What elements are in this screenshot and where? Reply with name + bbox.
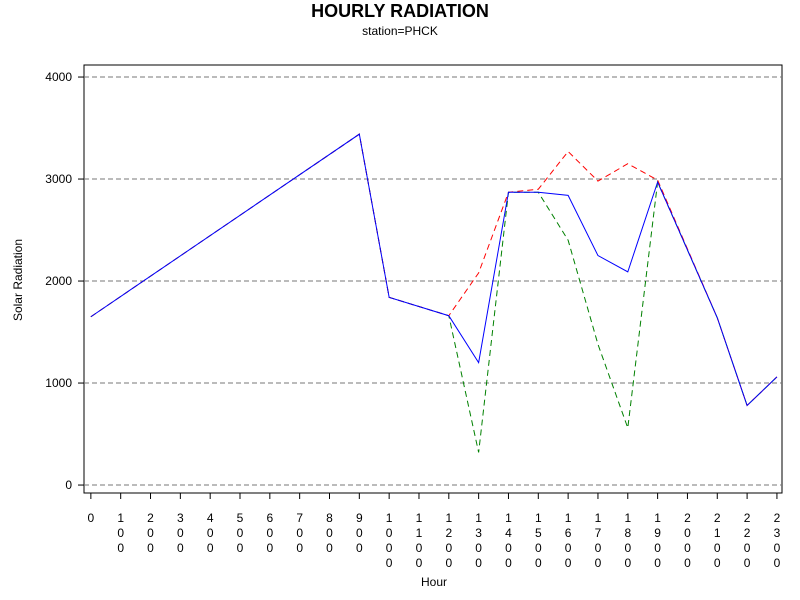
series-line [90, 133, 778, 407]
plot-frame [83, 64, 783, 494]
y-tick-label: 3000 [45, 172, 72, 186]
y-axis-label: Solar Radiation [11, 239, 25, 321]
y-tick-label: 1000 [45, 376, 72, 390]
y-tick-label: 0 [65, 478, 72, 492]
x-tick-label: 0 [88, 511, 95, 525]
y-tick-label: 4000 [45, 70, 72, 84]
y-tick-label: 2000 [45, 274, 72, 288]
series-line [90, 133, 778, 407]
series-line [90, 133, 778, 453]
chart-subtitle: station=PHCK [362, 24, 438, 38]
x-axis-label: Hour [421, 575, 447, 589]
chart-title: HOURLY RADIATION [311, 1, 489, 21]
